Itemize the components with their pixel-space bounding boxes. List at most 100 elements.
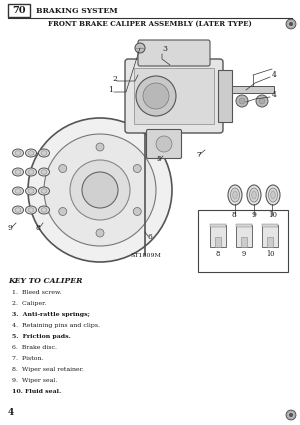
Text: 9: 9 [242,250,246,258]
Ellipse shape [228,185,242,205]
Ellipse shape [41,189,47,193]
Ellipse shape [28,170,34,174]
FancyBboxPatch shape [146,130,182,159]
Text: 2.  Caliper.: 2. Caliper. [12,301,46,306]
Bar [134,68,214,124]
Ellipse shape [38,206,50,214]
Text: 8: 8 [232,211,237,219]
Circle shape [135,43,145,53]
Text: 3.  Anti-rattle springs;: 3. Anti-rattle springs; [12,312,90,317]
Text: KEY TO CALIPER: KEY TO CALIPER [8,277,82,285]
Ellipse shape [271,191,275,199]
Ellipse shape [268,188,278,202]
Circle shape [256,95,268,107]
Circle shape [239,98,245,104]
Ellipse shape [13,187,23,195]
Circle shape [28,118,172,262]
Text: 1: 1 [108,86,113,94]
Text: 5: 5 [156,155,161,163]
Text: 4: 4 [272,91,277,99]
Ellipse shape [26,187,37,195]
Circle shape [286,410,296,420]
Ellipse shape [250,188,259,202]
Ellipse shape [41,151,47,155]
Text: 5.  Friction pads.: 5. Friction pads. [12,334,71,339]
Circle shape [59,207,67,215]
Circle shape [96,229,104,237]
Ellipse shape [15,151,21,155]
Text: ST1809M: ST1809M [130,253,161,258]
Circle shape [286,19,296,29]
Text: 4.  Retaining pins and clips.: 4. Retaining pins and clips. [12,323,100,328]
Circle shape [289,22,293,26]
Text: 4: 4 [272,71,277,79]
Bar [262,225,278,247]
Circle shape [133,207,141,215]
Ellipse shape [28,189,34,193]
Ellipse shape [38,168,50,176]
Ellipse shape [252,191,256,199]
Text: 10: 10 [268,211,277,219]
Circle shape [82,172,118,208]
Bar [236,224,252,227]
Bar [198,210,288,272]
Bar [267,237,273,247]
Text: 6: 6 [148,233,153,241]
Ellipse shape [230,188,239,202]
Ellipse shape [26,149,37,157]
Circle shape [70,160,130,220]
Circle shape [259,98,265,104]
Ellipse shape [28,151,34,155]
Ellipse shape [247,185,261,205]
Ellipse shape [28,208,34,212]
Text: 10. Fluid seal.: 10. Fluid seal. [12,389,61,394]
Ellipse shape [15,208,21,212]
Text: 8.  Wiper seal retainer.: 8. Wiper seal retainer. [12,367,84,372]
Text: 7.  Piston.: 7. Piston. [12,356,43,361]
Ellipse shape [38,187,50,195]
Circle shape [289,413,293,417]
Ellipse shape [233,191,237,199]
Bar [218,70,232,122]
Circle shape [156,136,172,152]
Circle shape [143,83,169,109]
Ellipse shape [15,189,21,193]
Circle shape [133,164,141,173]
FancyBboxPatch shape [125,59,223,133]
Circle shape [136,76,176,116]
Circle shape [59,164,67,173]
Text: 4: 4 [8,408,14,417]
Bar [210,224,226,227]
Bar [8,4,30,17]
Ellipse shape [26,206,37,214]
Text: 6.  Brake disc.: 6. Brake disc. [12,345,57,350]
Ellipse shape [13,149,23,157]
Text: 7: 7 [196,151,201,159]
Text: 8: 8 [36,224,41,232]
Circle shape [96,143,104,151]
Text: BRAKING SYSTEM: BRAKING SYSTEM [36,6,118,14]
Text: FRONT BRAKE CALIPER ASSEMBLY (LATER TYPE): FRONT BRAKE CALIPER ASSEMBLY (LATER TYPE… [48,20,252,28]
Ellipse shape [41,208,47,212]
Circle shape [44,134,156,246]
Text: 2: 2 [112,75,117,83]
Ellipse shape [41,170,47,174]
Ellipse shape [266,185,280,205]
Text: 9: 9 [251,211,256,219]
Text: 9: 9 [8,224,13,232]
Text: 9.  Wiper seal.: 9. Wiper seal. [12,378,57,383]
Bar [210,225,226,247]
Text: 70: 70 [12,6,26,15]
Bar [241,237,247,247]
Bar [232,86,274,93]
Bar [215,237,221,247]
Text: 3: 3 [162,45,167,53]
Ellipse shape [26,168,37,176]
Bar [262,224,278,227]
Ellipse shape [13,168,23,176]
Ellipse shape [15,170,21,174]
FancyBboxPatch shape [138,40,210,66]
Text: 1.  Bleed screw.: 1. Bleed screw. [12,290,61,295]
Ellipse shape [13,206,23,214]
Bar [236,225,252,247]
